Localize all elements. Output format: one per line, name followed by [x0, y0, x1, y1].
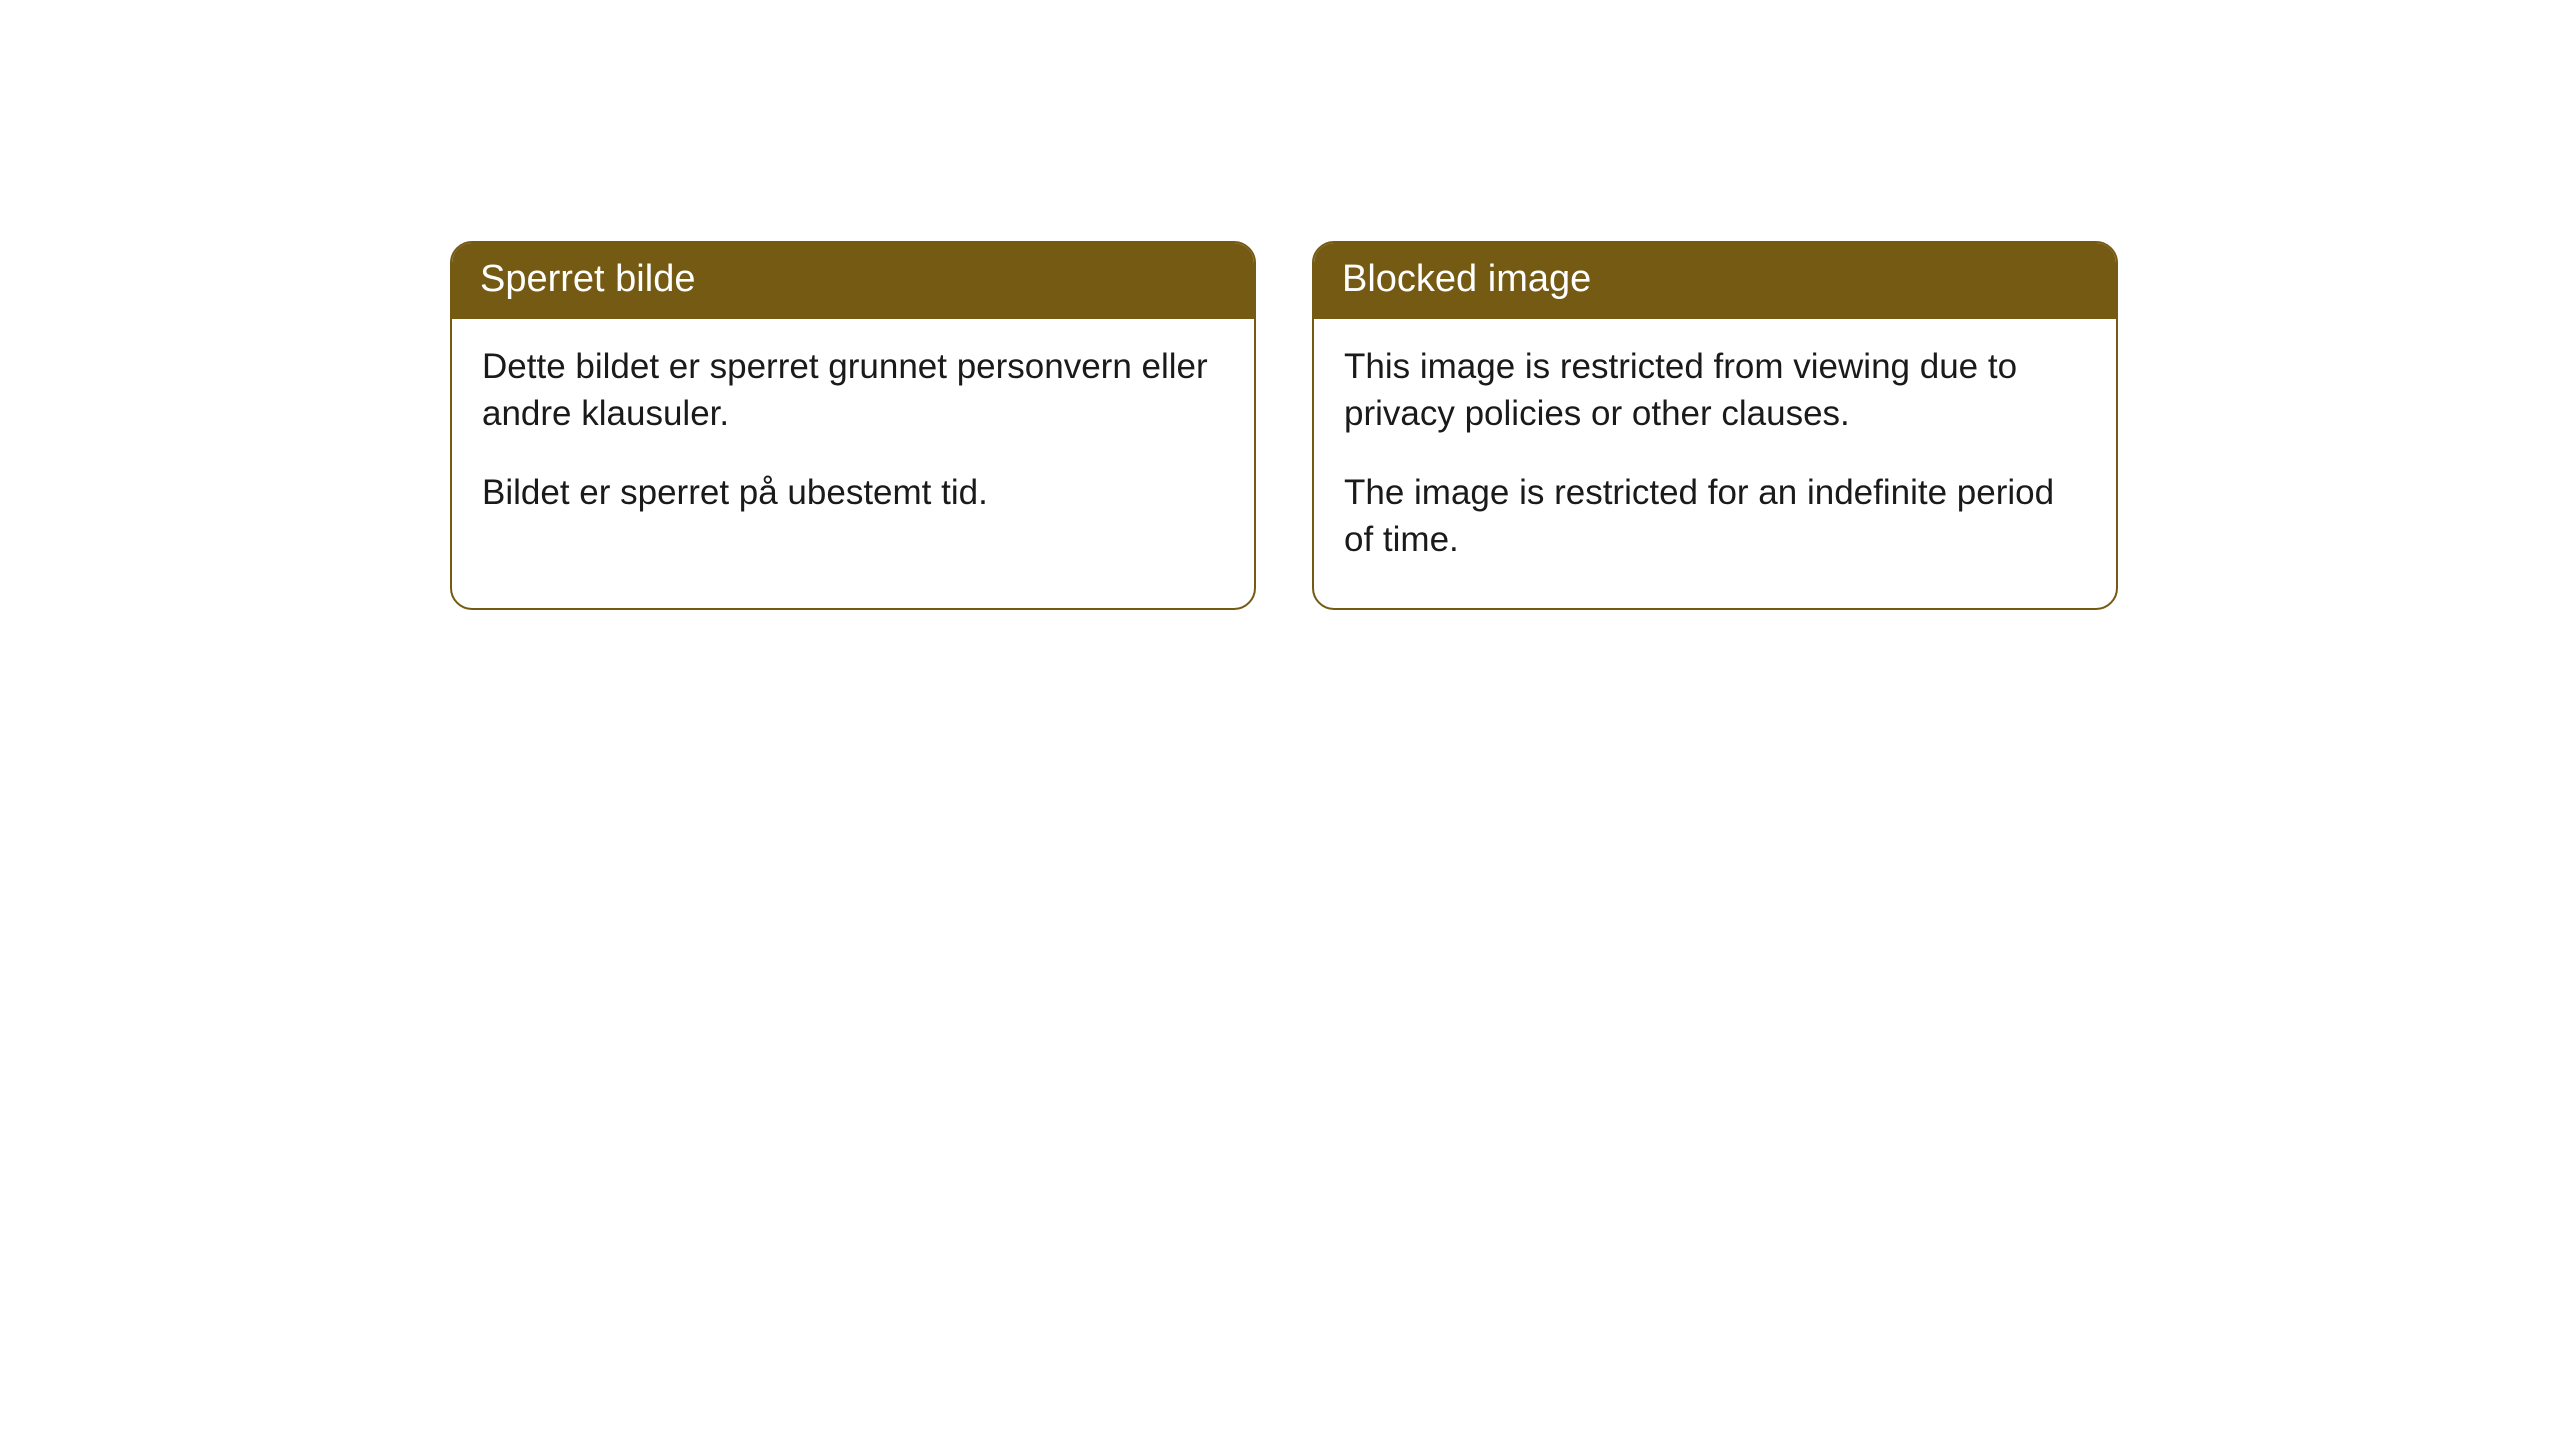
card-paragraph-1: This image is restricted from viewing du…: [1344, 343, 2086, 438]
blocked-image-card-no: Sperret bilde Dette bildet er sperret gr…: [450, 241, 1256, 610]
card-header: Sperret bilde: [452, 243, 1254, 319]
card-body: Dette bildet er sperret grunnet personve…: [452, 319, 1254, 561]
card-paragraph-1: Dette bildet er sperret grunnet personve…: [482, 343, 1224, 438]
card-paragraph-2: Bildet er sperret på ubestemt tid.: [482, 469, 1224, 516]
blocked-image-card-en: Blocked image This image is restricted f…: [1312, 241, 2118, 610]
card-body: This image is restricted from viewing du…: [1314, 319, 2116, 608]
card-header: Blocked image: [1314, 243, 2116, 319]
cards-container: Sperret bilde Dette bildet er sperret gr…: [450, 241, 2118, 610]
card-paragraph-2: The image is restricted for an indefinit…: [1344, 469, 2086, 564]
